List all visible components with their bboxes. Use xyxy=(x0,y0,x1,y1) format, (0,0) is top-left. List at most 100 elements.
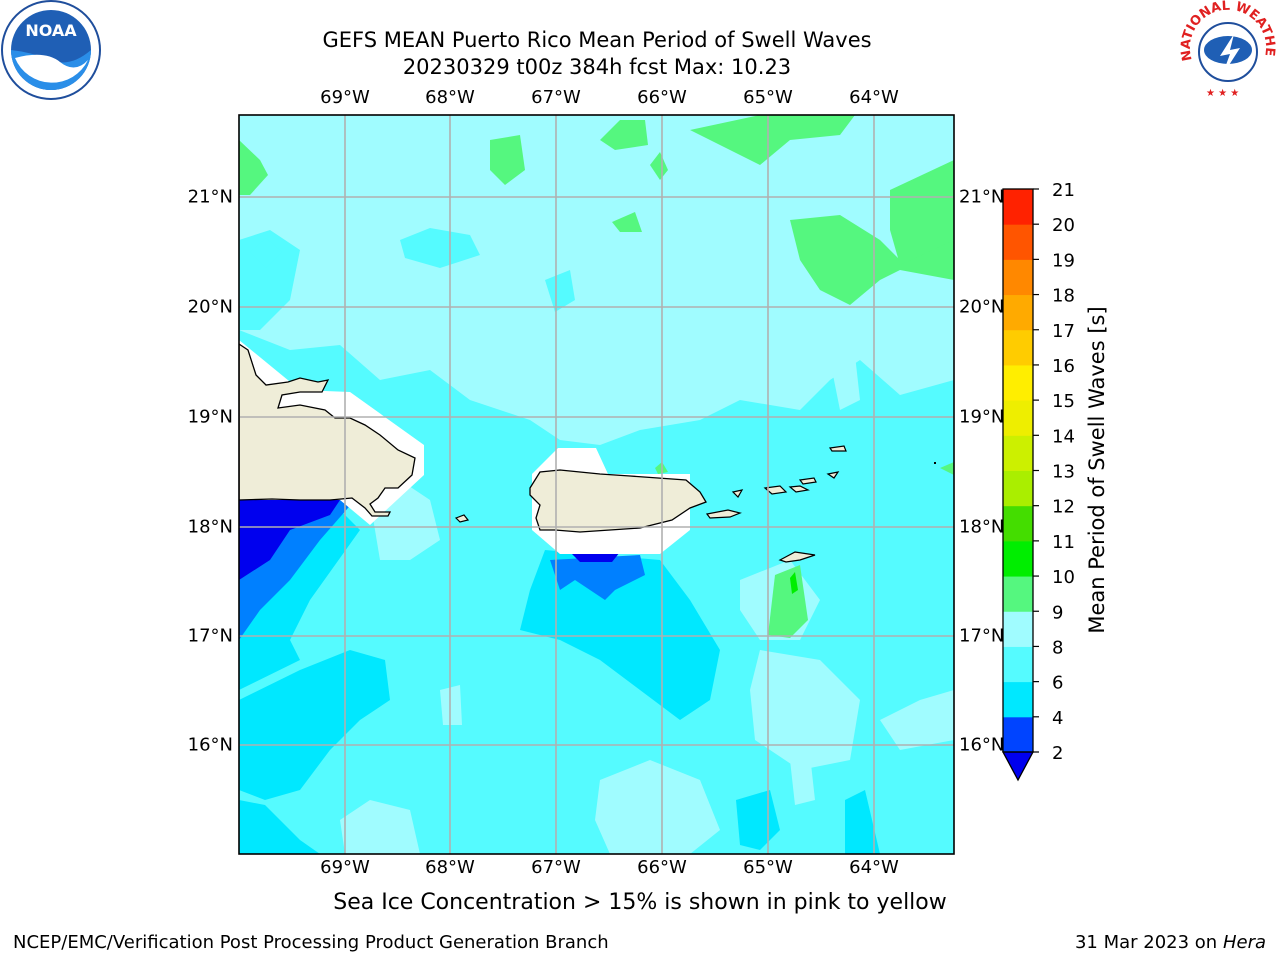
contour-9-10-n-top xyxy=(690,115,855,165)
contour-4-6-south-d xyxy=(845,790,880,854)
colorbar-tick-label: 10 xyxy=(1052,567,1075,588)
land-anegada xyxy=(828,445,847,452)
colorbar-segment xyxy=(1003,224,1033,260)
contour-9-10-nw xyxy=(239,140,268,195)
lon-label-bottom: 67°W xyxy=(531,857,581,878)
map-gridlines xyxy=(239,115,954,854)
lon-label-top: 69°W xyxy=(320,87,370,108)
land-st-john xyxy=(788,485,810,493)
sea-ice-note: Sea Ice Concentration > 15% is shown in … xyxy=(333,890,947,915)
land-dot-a xyxy=(934,462,936,464)
contour-9-10-small-b xyxy=(650,152,668,180)
lat-label-right: 21°N xyxy=(959,186,1005,208)
lat-label-right: 19°N xyxy=(959,406,1005,428)
colorbar-under-triangle xyxy=(1001,751,1035,782)
land-hispaniola xyxy=(239,343,416,517)
contour-under-2-pr xyxy=(570,552,620,562)
lat-label-right: 16°N xyxy=(959,734,1005,756)
host-name: Hera xyxy=(1222,932,1266,953)
colorbar-segment xyxy=(1003,470,1033,507)
land-culebra xyxy=(731,489,744,498)
contour-6-8-north xyxy=(400,228,480,268)
title-line-1: GEFS MEAN Puerto Rico Mean Period of Swe… xyxy=(322,28,872,52)
land-st-thomas xyxy=(763,485,788,495)
colorbar-tick-label: 19 xyxy=(1052,250,1075,271)
colorbar-segment xyxy=(1003,681,1033,718)
lat-label-right: 17°N xyxy=(959,625,1005,647)
lon-label-bottom: 69°W xyxy=(320,857,370,878)
land-vieques xyxy=(705,509,742,519)
contour-8-9-patch-g xyxy=(440,685,462,725)
lon-label-top: 67°W xyxy=(531,87,581,108)
lon-label-bottom: 68°W xyxy=(425,857,475,878)
contour-9-10-ne xyxy=(790,215,954,305)
lat-label-left: 18°N xyxy=(187,516,233,538)
contour-under-2-west xyxy=(239,500,340,580)
contour-8-9-patch-e xyxy=(340,800,420,854)
contour-9-10-n-mid xyxy=(490,135,525,185)
land-tortola xyxy=(798,477,817,485)
contour-9-10-ne-top xyxy=(890,160,954,265)
contour-2-4-pr-south xyxy=(550,555,645,600)
colorbar-segment xyxy=(1003,505,1033,542)
date-text: 31 Mar 2023 on xyxy=(1074,932,1218,953)
contour-4-6-south-a xyxy=(239,650,390,800)
colorbar-segment xyxy=(1003,576,1033,612)
contour-4-6-pr-south xyxy=(520,550,720,720)
contour-8-9-patch-h xyxy=(790,755,815,805)
date-line: 31 Mar 2023 on Hera xyxy=(1075,932,1266,953)
lon-label-top: 64°W xyxy=(849,87,899,108)
lat-label-left: 21°N xyxy=(187,186,233,208)
colorbar-tick-label: 2 xyxy=(1052,743,1063,764)
colorbar-tick-label: 15 xyxy=(1052,391,1075,412)
colorbar-tick-label: 6 xyxy=(1052,673,1063,694)
contour-4-6-spot xyxy=(250,238,282,268)
lat-label-right: 18°N xyxy=(959,516,1005,538)
colorbar-segment xyxy=(1003,646,1033,683)
colorbar-segment xyxy=(1003,189,1033,225)
colorbar-tick-label: 11 xyxy=(1052,532,1075,553)
land-virgin-gorda xyxy=(826,471,840,479)
credit-line: NCEP/EMC/Verification Post Processing Pr… xyxy=(13,932,609,953)
nws-logo-icon: NATIONAL WEATHER SERVICE ★ ★ ★ xyxy=(1176,0,1277,99)
contour-6-8-north2 xyxy=(545,270,575,312)
colorbar-segment xyxy=(1003,435,1033,471)
contour-9-10-small-a xyxy=(612,212,642,232)
colorbar-tick-label: 14 xyxy=(1052,426,1075,447)
colorbar-segment xyxy=(1003,329,1033,366)
noaa-logo-icon: NOAA xyxy=(1,0,101,100)
lat-label-left: 17°N xyxy=(187,625,233,647)
colorbar-title: Mean Period of Swell Waves [s] xyxy=(1085,306,1109,634)
lat-label-left: 20°N xyxy=(187,296,233,318)
colorbar-segment xyxy=(1003,716,1033,753)
lon-label-bottom: 66°W xyxy=(637,857,687,878)
lon-label-bottom: 64°W xyxy=(849,857,899,878)
colorbar-tick-label: 18 xyxy=(1052,286,1075,307)
contour-9-10-stcroix xyxy=(768,565,808,638)
colorbar-segment xyxy=(1003,400,1033,436)
map-frame xyxy=(238,114,955,855)
lon-label-top: 66°W xyxy=(637,87,687,108)
colorbar-tick-label: 20 xyxy=(1052,215,1075,236)
lat-label-right: 20°N xyxy=(959,296,1005,318)
lat-label-left: 16°N xyxy=(187,734,233,756)
contour-9-10-n-left xyxy=(600,120,648,150)
colorbar-tick-label: 12 xyxy=(1052,497,1075,518)
colorbar-segment xyxy=(1003,294,1033,331)
contour-10-11-stcroix xyxy=(790,572,798,594)
contour-8-9-patch-f xyxy=(880,690,954,750)
contour-8-9-patch-c xyxy=(750,650,860,770)
colorbar-segment xyxy=(1003,540,1033,577)
colorbar: 2 4 6 8 9 10 11 12 13 14 15 16 17 18 19 20 21 xyxy=(1001,180,1075,782)
land-mona-island xyxy=(454,514,470,523)
lat-label-left: 19°N xyxy=(187,406,233,428)
colorbar-tick-label: 17 xyxy=(1052,321,1075,342)
colorbar-segment xyxy=(1003,611,1033,647)
colorbar-tick-label: 8 xyxy=(1052,637,1063,658)
land-st-croix xyxy=(778,551,816,563)
contour-9-10-small-c xyxy=(940,462,954,475)
svg-text:★ ★ ★: ★ ★ ★ xyxy=(1206,88,1239,99)
contour-4-6-south-b xyxy=(239,800,320,854)
colorbar-tick-label: 13 xyxy=(1052,462,1075,483)
